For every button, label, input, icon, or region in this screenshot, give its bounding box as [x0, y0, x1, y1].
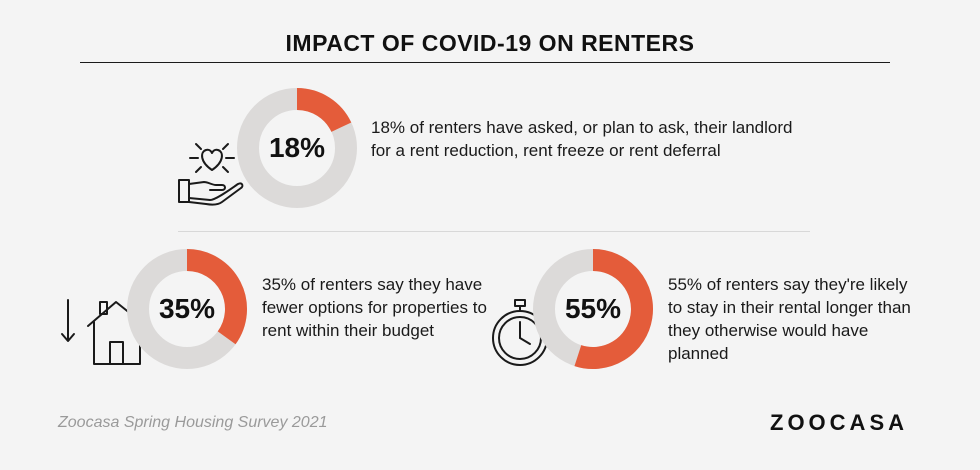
stat-1-description: 18% of renters have asked, or plan to as… — [371, 118, 793, 160]
donut-3-slice — [574, 249, 653, 369]
title-divider — [80, 62, 890, 63]
donut-2-value: 35% — [158, 293, 216, 324]
donut-chart-1: 18% — [236, 87, 358, 209]
donut-chart-3: 55% — [532, 248, 654, 370]
stat-3-description: 55% of renters say they're likely to sta… — [668, 275, 911, 363]
donut-2-slice — [186, 249, 247, 345]
donut-3-value: 55% — [564, 293, 622, 324]
heart-in-hand-icon — [176, 132, 248, 217]
stat-2-description: 35% of renters say they have fewer optio… — [262, 275, 487, 340]
section-divider — [178, 231, 810, 232]
donut-1-value: 18% — [268, 132, 326, 163]
brand-logo: ZOOCASA — [770, 410, 908, 435]
page-title: IMPACT OF COVID-19 ON RENTERS — [285, 30, 695, 56]
donut-chart-2: 35% — [126, 248, 248, 370]
survey-source: Zoocasa Spring Housing Survey 2021 — [58, 414, 328, 431]
donut-1-slice — [296, 88, 352, 133]
